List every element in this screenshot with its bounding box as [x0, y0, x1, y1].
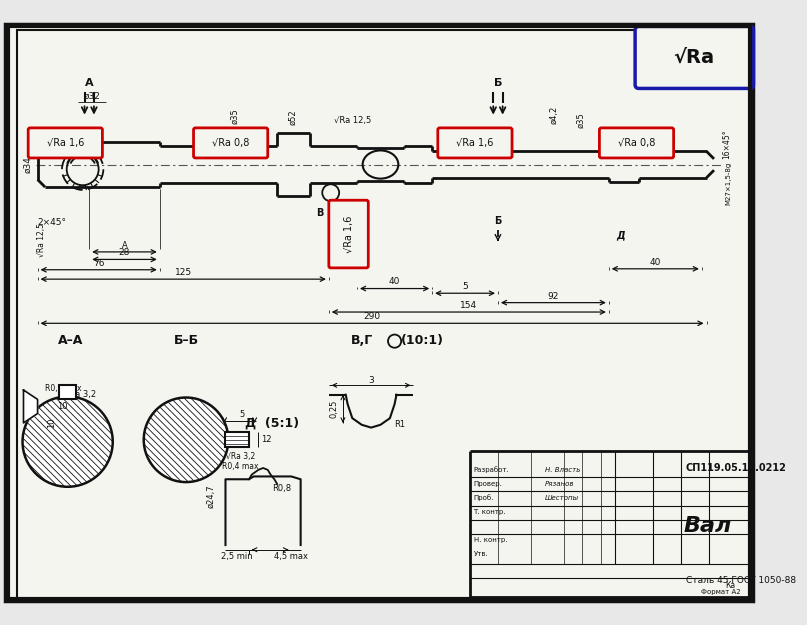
Text: 3: 3	[368, 376, 374, 385]
Text: В: В	[316, 208, 323, 218]
Text: В,Г: В,Г	[350, 334, 373, 347]
Text: √Ra 1,6: √Ra 1,6	[456, 138, 494, 148]
Text: Рязанов: Рязанов	[545, 481, 575, 487]
Text: Н. контр.: Н. контр.	[474, 538, 507, 543]
Text: ø35: ø35	[230, 107, 240, 124]
Text: √Ra 12,5: √Ra 12,5	[37, 222, 46, 257]
Text: СП119.05.12.0212: СП119.05.12.0212	[686, 463, 787, 473]
Text: Проб.: Проб.	[474, 494, 494, 501]
Text: А–А: А–А	[58, 334, 83, 347]
Text: Н. Власть: Н. Власть	[545, 467, 580, 473]
Text: А: А	[122, 241, 128, 250]
Text: Провер.: Провер.	[474, 481, 503, 487]
Polygon shape	[23, 390, 38, 423]
Text: Б: Б	[494, 216, 502, 226]
Text: Б–Б: Б–Б	[174, 334, 199, 347]
Text: 2,5 min: 2,5 min	[221, 552, 253, 561]
Text: Утв.: Утв.	[474, 551, 488, 558]
Text: 92: 92	[548, 291, 559, 301]
Text: Сталь 45 ГОСТ 1050-88: Сталь 45 ГОСТ 1050-88	[686, 576, 796, 585]
Text: 2×45°: 2×45°	[37, 218, 66, 227]
Text: 12: 12	[261, 435, 271, 444]
Text: Г: Г	[341, 221, 347, 231]
FancyBboxPatch shape	[194, 128, 268, 158]
Text: ø35: ø35	[576, 112, 585, 128]
Text: 125: 125	[174, 268, 192, 277]
Text: √Ra 1,6: √Ra 1,6	[344, 216, 353, 252]
FancyBboxPatch shape	[600, 128, 674, 158]
Text: 4,5 max: 4,5 max	[274, 552, 308, 561]
Bar	[59, 385, 76, 399]
Text: 290: 290	[363, 312, 381, 321]
Text: ø52: ø52	[289, 110, 298, 126]
Circle shape	[23, 397, 113, 487]
Bar	[224, 432, 249, 447]
Text: √Ra 1,6: √Ra 1,6	[47, 138, 84, 148]
Text: ø4,2: ø4,2	[550, 106, 558, 124]
Text: R0,4 max: R0,4 max	[45, 384, 82, 392]
Text: 5: 5	[240, 410, 245, 419]
Text: √Ra 12,5: √Ra 12,5	[333, 116, 371, 125]
Text: Формат А2: Формат А2	[700, 589, 740, 595]
Text: √Ra 0,8: √Ra 0,8	[618, 138, 655, 148]
Text: Разработ.: Разработ.	[474, 466, 509, 473]
Text: 28: 28	[119, 248, 130, 258]
Circle shape	[144, 398, 228, 482]
Text: 5: 5	[462, 282, 468, 291]
Text: √Ra 0,8: √Ra 0,8	[212, 138, 249, 148]
Text: Вал: Вал	[684, 516, 732, 536]
Text: 16×45°: 16×45°	[721, 129, 731, 159]
Text: R0,4 max: R0,4 max	[222, 462, 259, 471]
Text: 76: 76	[93, 259, 104, 268]
Text: R0,8: R0,8	[272, 484, 291, 493]
Text: 10: 10	[47, 418, 56, 428]
Text: ø34: ø34	[23, 156, 33, 173]
FancyBboxPatch shape	[328, 200, 368, 268]
Text: √Ra: √Ra	[674, 48, 715, 67]
Text: Ка: Ка	[725, 581, 735, 590]
Text: Б: Б	[494, 78, 502, 88]
Text: Шестопы: Шестопы	[545, 495, 579, 501]
Text: √Ra 3,2: √Ra 3,2	[64, 390, 96, 399]
Text: Д: Д	[616, 230, 625, 240]
Text: R1: R1	[394, 420, 405, 429]
Text: М27×1,5-8g: М27×1,5-8g	[725, 162, 731, 205]
Text: (10:1): (10:1)	[401, 334, 445, 347]
FancyBboxPatch shape	[28, 128, 102, 158]
Text: ø32: ø32	[84, 91, 101, 101]
Text: Т. контр.: Т. контр.	[474, 509, 506, 515]
Text: Д  (5:1): Д (5:1)	[245, 416, 299, 429]
Text: А: А	[85, 78, 94, 88]
Text: ø24,7: ø24,7	[207, 484, 216, 508]
Text: 10: 10	[56, 402, 67, 411]
FancyBboxPatch shape	[635, 26, 754, 88]
FancyBboxPatch shape	[438, 128, 512, 158]
Text: 154: 154	[460, 301, 478, 310]
Text: 40: 40	[389, 278, 400, 286]
Text: √Ra 3,2: √Ra 3,2	[226, 452, 255, 461]
Text: 40: 40	[650, 258, 661, 267]
Text: 0,25: 0,25	[329, 399, 338, 418]
